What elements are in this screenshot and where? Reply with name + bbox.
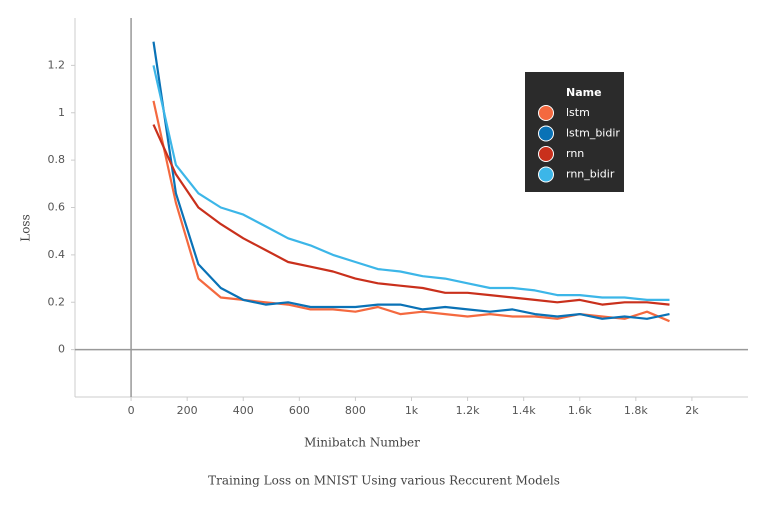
y-tick-label: 1 <box>58 106 65 119</box>
x-tick-label: 2k <box>685 404 699 417</box>
legend-label: rnn <box>566 147 584 160</box>
y-tick-label: 0.2 <box>48 295 66 308</box>
x-tick-label: 1.2k <box>456 404 480 417</box>
y-axis-title: Loss <box>19 214 33 242</box>
chart-title: Training Loss on MNIST Using various Rec… <box>208 474 560 488</box>
y-tick-label: 0 <box>58 343 65 356</box>
legend-label: lstm <box>566 106 590 119</box>
x-tick-label: 0 <box>128 404 135 417</box>
x-tick-label: 1.8k <box>624 404 648 417</box>
plot-lines <box>152 41 670 323</box>
x-tick-label: 400 <box>233 404 254 417</box>
legend-label: lstm_bidir <box>566 127 620 140</box>
y-tick-label: 0.6 <box>48 201 66 214</box>
legend-swatch <box>538 125 554 142</box>
legend-label: rnn_bidir <box>566 168 615 181</box>
x-tick-label: 600 <box>289 404 310 417</box>
y-tick-label: 0.8 <box>48 153 66 166</box>
x-tick-label: 800 <box>345 404 366 417</box>
series-line <box>152 65 670 301</box>
legend-swatch <box>538 105 554 121</box>
y-tick-label: 0.4 <box>48 248 66 261</box>
legend-swatch <box>538 146 554 162</box>
y-tick-label: 1.2 <box>48 58 66 71</box>
legend-swatch <box>538 166 554 183</box>
series-line <box>152 124 670 306</box>
x-tick-label: 200 <box>177 404 198 417</box>
x-tick-label: 1.4k <box>512 404 536 417</box>
series-line <box>152 41 670 320</box>
x-axis-title: Minibatch Number <box>304 436 420 450</box>
x-tick-label: 1.6k <box>568 404 592 417</box>
x-tick-label: 1k <box>405 404 419 417</box>
legend-title: Name <box>566 86 602 99</box>
